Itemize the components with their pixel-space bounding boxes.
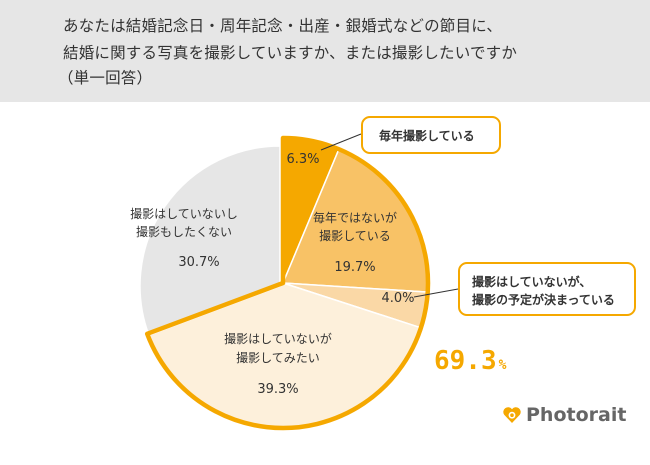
question-line-2: 結婚に関する写真を撮影していますか、または撮影したいですか [63,44,518,62]
slice-2-label-line-1: 毎年ではないが [313,210,397,225]
pie-slice-5 [139,145,281,337]
slice-4-label-line-2: 撮影してみたい [236,351,320,365]
highlight-total-value: 69.3 [434,346,497,376]
question-header: あなたは結婚記念日・周年記念・出産・銀婚式などの節目に、 結婚に関する写真を撮影… [0,0,650,102]
callout-scheduled-line-1: 撮影はしていないが、 [472,275,592,289]
question-line-1: あなたは結婚記念日・周年記念・出産・銀婚式などの節目に、 [63,17,503,35]
slice-5-label-line-2: 撮影もしたくない [136,225,232,239]
brand-name: Photorait [526,404,627,426]
callout-every-year-text: 毎年撮影している [379,129,475,143]
question-line-3: （単一回答） [58,69,153,87]
callout-every-year: 毎年撮影している [361,116,501,154]
callout-scheduled-line-2: 撮影の予定が決まっている [472,293,615,307]
slice-3-value: 4.0% [381,291,414,306]
slice-2-label-line-2: 撮影している [319,229,391,243]
highlight-outline [144,135,431,431]
slice-5-value: 30.7% [178,255,219,270]
slice-2-value: 19.7% [334,260,375,275]
callout-leader-1 [320,133,362,151]
slice-4-value: 39.3% [257,382,298,397]
highlight-total-unit: % [498,358,507,373]
callout-scheduled: 撮影はしていないが、 撮影の予定が決まっている [458,262,636,316]
slice-5-label-line-1: 撮影はしていないし [130,207,238,221]
brand-logo: Photorait [502,404,626,426]
heart-camera-icon [503,407,521,423]
highlight-total: 69.3% [434,346,506,376]
slice-4-label-line-1: 撮影はしていないが [224,331,332,346]
slice-1-value: 6.3% [286,152,319,167]
callout-leader-2 [413,288,459,298]
